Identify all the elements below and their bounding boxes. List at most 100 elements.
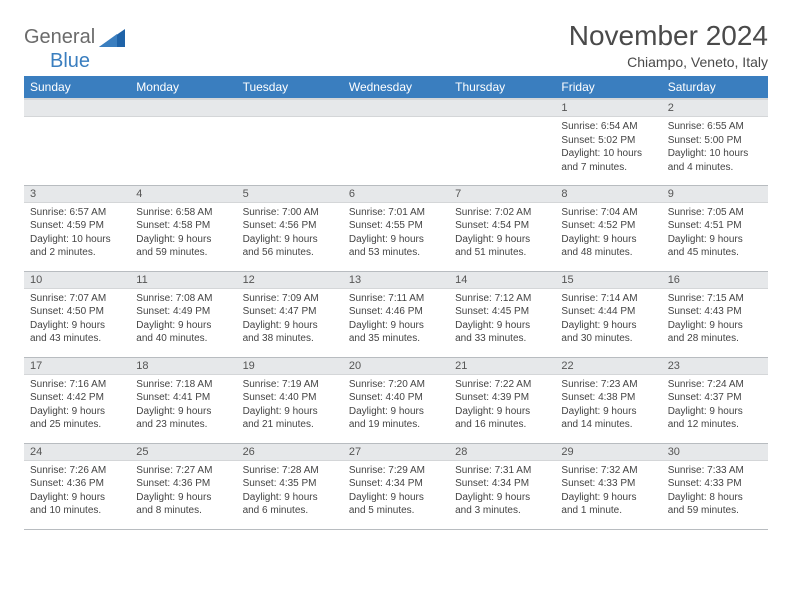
daylight-text: Daylight: 9 hours and 3 minutes. xyxy=(455,491,549,518)
calendar-row: 1Sunrise: 6:54 AMSunset: 5:02 PMDaylight… xyxy=(24,99,768,185)
calendar-cell: 30Sunrise: 7:33 AMSunset: 4:33 PMDayligh… xyxy=(662,443,768,529)
day-number: 17 xyxy=(24,358,130,375)
day-details: Sunrise: 7:19 AMSunset: 4:40 PMDaylight:… xyxy=(237,375,343,436)
day-details: Sunrise: 7:18 AMSunset: 4:41 PMDaylight:… xyxy=(130,375,236,436)
day-number: 5 xyxy=(237,186,343,203)
daylight-text: Daylight: 10 hours and 4 minutes. xyxy=(668,147,762,174)
logo-text-blue: Blue xyxy=(50,50,90,73)
calendar-row: 10Sunrise: 7:07 AMSunset: 4:50 PMDayligh… xyxy=(24,271,768,357)
calendar-row: 3Sunrise: 6:57 AMSunset: 4:59 PMDaylight… xyxy=(24,185,768,271)
calendar-cell: 16Sunrise: 7:15 AMSunset: 4:43 PMDayligh… xyxy=(662,271,768,357)
day-details: Sunrise: 6:58 AMSunset: 4:58 PMDaylight:… xyxy=(130,203,236,264)
calendar-cell: 5Sunrise: 7:00 AMSunset: 4:56 PMDaylight… xyxy=(237,185,343,271)
day-number-empty xyxy=(449,100,555,117)
sunset-text: Sunset: 4:38 PM xyxy=(561,391,655,405)
sunset-text: Sunset: 4:46 PM xyxy=(349,305,443,319)
daylight-text: Daylight: 9 hours and 48 minutes. xyxy=(561,233,655,260)
logo-triangle-icon xyxy=(99,29,125,47)
sunset-text: Sunset: 4:40 PM xyxy=(243,391,337,405)
sunset-text: Sunset: 4:37 PM xyxy=(668,391,762,405)
day-number: 12 xyxy=(237,272,343,289)
calendar-cell: 14Sunrise: 7:12 AMSunset: 4:45 PMDayligh… xyxy=(449,271,555,357)
day-number: 20 xyxy=(343,358,449,375)
sunrise-text: Sunrise: 7:20 AM xyxy=(349,378,443,392)
day-details: Sunrise: 6:55 AMSunset: 5:00 PMDaylight:… xyxy=(662,117,768,178)
calendar-cell: 18Sunrise: 7:18 AMSunset: 4:41 PMDayligh… xyxy=(130,357,236,443)
day-number-empty xyxy=(130,100,236,117)
day-details: Sunrise: 7:26 AMSunset: 4:36 PMDaylight:… xyxy=(24,461,130,522)
sunrise-text: Sunrise: 7:23 AM xyxy=(561,378,655,392)
calendar-cell xyxy=(237,99,343,185)
calendar-cell: 12 Sunrise: 7:09 AMSunset: 4:47 PMDayligh… xyxy=(237,271,343,357)
sunset-text: Sunset: 4:49 PM xyxy=(136,305,230,319)
day-number: 26 xyxy=(237,444,343,461)
sunset-text: Sunset: 4:58 PM xyxy=(136,219,230,233)
daylight-text: Daylight: 9 hours and 28 minutes. xyxy=(668,319,762,346)
sunset-text: Sunset: 4:39 PM xyxy=(455,391,549,405)
day-number: 4 xyxy=(130,186,236,203)
day-number: 10 xyxy=(24,272,130,289)
sunrise-text: Sunrise: 7:02 AM xyxy=(455,206,549,220)
daylight-text: Daylight: 9 hours and 59 minutes. xyxy=(136,233,230,260)
sunrise-text: Sunrise: 7:24 AM xyxy=(668,378,762,392)
sunrise-text: Sunrise: 7:09 AM xyxy=(243,292,337,306)
day-details: Sunrise: 7:02 AMSunset: 4:54 PMDaylight:… xyxy=(449,203,555,264)
calendar-cell: 7Sunrise: 7:02 AMSunset: 4:54 PMDaylight… xyxy=(449,185,555,271)
sunrise-text: Sunrise: 7:19 AM xyxy=(243,378,337,392)
sunset-text: Sunset: 4:55 PM xyxy=(349,219,443,233)
daylight-text: Daylight: 9 hours and 40 minutes. xyxy=(136,319,230,346)
calendar-cell: 19Sunrise: 7:19 AMSunset: 4:40 PMDayligh… xyxy=(237,357,343,443)
daylight-text: Daylight: 9 hours and 51 minutes. xyxy=(455,233,549,260)
sunset-text: Sunset: 4:35 PM xyxy=(243,477,337,491)
sunrise-text: Sunrise: 7:07 AM xyxy=(30,292,124,306)
sunset-text: Sunset: 4:34 PM xyxy=(455,477,549,491)
day-number: 9 xyxy=(662,186,768,203)
sunrise-text: Sunrise: 7:28 AM xyxy=(243,464,337,478)
calendar-cell: 6Sunrise: 7:01 AMSunset: 4:55 PMDaylight… xyxy=(343,185,449,271)
day-details: Sunrise: 7:24 AMSunset: 4:37 PMDaylight:… xyxy=(662,375,768,436)
sunset-text: Sunset: 4:52 PM xyxy=(561,219,655,233)
day-details: Sunrise: 7:28 AMSunset: 4:35 PMDaylight:… xyxy=(237,461,343,522)
sunset-text: Sunset: 4:36 PM xyxy=(30,477,124,491)
sunset-text: Sunset: 4:41 PM xyxy=(136,391,230,405)
daylight-text: Daylight: 9 hours and 53 minutes. xyxy=(349,233,443,260)
sunrise-text: Sunrise: 7:26 AM xyxy=(30,464,124,478)
calendar-cell: 8Sunrise: 7:04 AMSunset: 4:52 PMDaylight… xyxy=(555,185,661,271)
sunset-text: Sunset: 5:00 PM xyxy=(668,134,762,148)
calendar-cell: 13Sunrise: 7:11 AMSunset: 4:46 PMDayligh… xyxy=(343,271,449,357)
calendar-table: Sunday Monday Tuesday Wednesday Thursday… xyxy=(24,76,768,530)
daylight-text: Daylight: 9 hours and 23 minutes. xyxy=(136,405,230,432)
sunrise-text: Sunrise: 7:15 AM xyxy=(668,292,762,306)
day-number: 2 xyxy=(662,100,768,117)
weekday-header: Tuesday xyxy=(237,76,343,99)
sunset-text: Sunset: 4:56 PM xyxy=(243,219,337,233)
daylight-text: Daylight: 9 hours and 14 minutes. xyxy=(561,405,655,432)
daylight-text: Daylight: 9 hours and 38 minutes. xyxy=(243,319,337,346)
day-number: 15 xyxy=(555,272,661,289)
day-number: 28 xyxy=(449,444,555,461)
sunset-text: Sunset: 4:45 PM xyxy=(455,305,549,319)
sunrise-text: Sunrise: 7:16 AM xyxy=(30,378,124,392)
daylight-text: Daylight: 10 hours and 7 minutes. xyxy=(561,147,655,174)
day-number-empty xyxy=(24,100,130,117)
day-details: Sunrise: 7:22 AMSunset: 4:39 PMDaylight:… xyxy=(449,375,555,436)
sunrise-text: Sunrise: 7:33 AM xyxy=(668,464,762,478)
day-number: 1 xyxy=(555,100,661,117)
daylight-text: Daylight: 9 hours and 10 minutes. xyxy=(30,491,124,518)
sunset-text: Sunset: 4:51 PM xyxy=(668,219,762,233)
sunset-text: Sunset: 4:47 PM xyxy=(243,305,337,319)
sunrise-text: Sunrise: 6:55 AM xyxy=(668,120,762,134)
daylight-text: Daylight: 9 hours and 35 minutes. xyxy=(349,319,443,346)
daylight-text: Daylight: 9 hours and 8 minutes. xyxy=(136,491,230,518)
day-details: Sunrise: 7:29 AMSunset: 4:34 PMDaylight:… xyxy=(343,461,449,522)
logo-text-general: General xyxy=(24,26,95,49)
day-details: Sunrise: 7:33 AMSunset: 4:33 PMDaylight:… xyxy=(662,461,768,522)
daylight-text: Daylight: 9 hours and 1 minute. xyxy=(561,491,655,518)
calendar-cell: 3Sunrise: 6:57 AMSunset: 4:59 PMDaylight… xyxy=(24,185,130,271)
daylight-text: Daylight: 9 hours and 5 minutes. xyxy=(349,491,443,518)
day-number: 30 xyxy=(662,444,768,461)
daylight-text: Daylight: 9 hours and 19 minutes. xyxy=(349,405,443,432)
day-details: Sunrise: 7:04 AMSunset: 4:52 PMDaylight:… xyxy=(555,203,661,264)
calendar-cell: 1Sunrise: 6:54 AMSunset: 5:02 PMDaylight… xyxy=(555,99,661,185)
day-details: Sunrise: 7:23 AMSunset: 4:38 PMDaylight:… xyxy=(555,375,661,436)
